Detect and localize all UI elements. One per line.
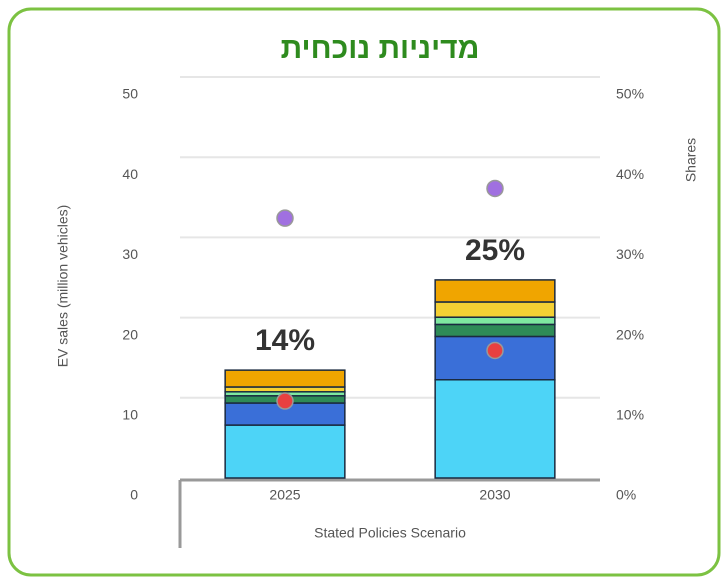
- y2-tick-label: 40%: [616, 166, 644, 182]
- y2-tick-label: 20%: [616, 326, 644, 342]
- share-label: 25%: [465, 234, 525, 267]
- y-tick-label: 20: [122, 326, 138, 342]
- y-tick-label: 0: [130, 487, 138, 503]
- y-tick-label: 10: [122, 407, 138, 423]
- chart-title: מדיניות נוכחית: [281, 32, 480, 65]
- y2-axis-label: Shares: [683, 138, 699, 182]
- y-tick-label: 40: [122, 166, 138, 182]
- share-dot: [486, 341, 504, 360]
- bar-segment: [224, 369, 346, 388]
- x-tick-label: 2030: [479, 487, 510, 503]
- share-label: 14%: [255, 324, 315, 357]
- frame: [7, 7, 721, 577]
- share-dot: [276, 209, 294, 227]
- bar-segment: [434, 301, 556, 318]
- y-tick-label: 50: [122, 86, 138, 102]
- bar-segment: [434, 279, 556, 303]
- y2-tick-label: 30%: [616, 246, 644, 262]
- bar-segment: [434, 316, 556, 326]
- y-axis-label: EV sales (million vehicles): [55, 205, 71, 368]
- bar-segment: [434, 323, 556, 338]
- bar-segment: [224, 424, 346, 479]
- share-dot: [486, 179, 504, 198]
- y2-tick-label: 50%: [616, 86, 644, 102]
- share-dot: [276, 392, 294, 410]
- y2-tick-label: 0%: [616, 487, 636, 503]
- bar-segment: [434, 379, 556, 479]
- y2-tick-label: 10%: [616, 407, 644, 423]
- x-tick-label: 2025: [269, 487, 300, 503]
- x-axis-label: Stated Policies Scenario: [314, 525, 466, 541]
- y-tick-label: 30: [122, 246, 138, 262]
